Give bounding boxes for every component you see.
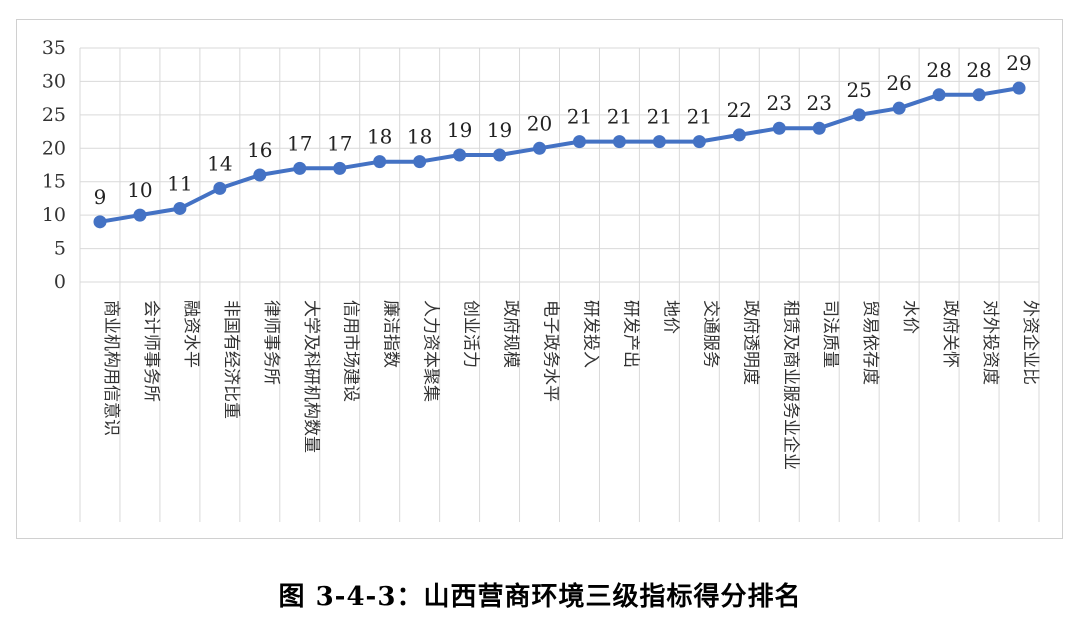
series-line [98,86,1021,224]
data-point [572,135,586,149]
x-tick-label: 租赁及商业服务业企业 [780,300,800,470]
x-tick-label: 创业活力 [461,300,481,368]
data-point [293,161,307,175]
x-tick-label: 大学及科研机构数量 [301,300,321,453]
data-label: 9 [94,185,107,209]
data-point [652,135,666,149]
data-label: 18 [407,125,432,149]
data-label: 19 [447,118,472,142]
y-tick-label: 20 [42,137,66,159]
x-tick-label: 研发产出 [620,300,640,368]
data-point [932,88,946,102]
data-point [732,128,746,142]
y-tick-label: 5 [54,238,66,260]
x-tick-label: 司法质量 [820,300,840,368]
data-label: 21 [567,105,592,129]
x-tick-label: 非国有经济比重 [221,300,241,419]
data-point [972,88,986,102]
data-point [533,141,547,155]
data-point [1012,81,1026,95]
data-label: 21 [647,105,672,129]
data-label: 22 [727,98,752,122]
x-tick-label: 政府透明度 [740,300,760,385]
data-label: 23 [807,91,832,115]
data-point [413,155,427,169]
data-point [213,181,227,195]
data-label: 23 [767,91,792,115]
data-point [173,201,187,215]
y-tick-label: 10 [42,204,66,226]
data-label: 10 [127,178,152,202]
x-tick-label: 外资企业比 [1020,300,1040,385]
x-tick-label: 交通服务 [700,300,720,368]
data-label: 25 [846,78,871,102]
data-point [93,215,107,229]
data-point [453,148,467,162]
y-tick-label: 30 [42,70,66,92]
data-point [812,121,826,135]
data-point [612,135,626,149]
figure-caption: 图 3-4-3：山西营商环境三级指标得分排名 [278,582,802,612]
data-label: 21 [687,105,712,129]
x-tick-label: 会计师事务所 [141,300,161,402]
data-label: 16 [247,138,272,162]
y-tick-label: 35 [42,37,66,59]
x-tick-label: 水价 [900,300,920,334]
data-label: 11 [167,171,192,195]
x-tick-label: 研发投入 [580,300,600,368]
x-tick-label: 廉洁指数 [381,300,401,368]
data-label: 28 [926,58,951,82]
x-tick-label: 政府规模 [501,300,521,368]
x-tick-label: 融资水平 [181,300,201,368]
data-point [373,155,387,169]
data-label: 18 [367,125,392,149]
x-tick-label: 对外投资度 [980,300,1000,385]
data-label: 26 [886,71,911,95]
data-label: 20 [527,111,552,135]
x-tick-label: 商业机构用信意识 [101,300,121,436]
data-point [133,208,147,222]
data-point [892,101,906,115]
data-label: 14 [207,151,232,175]
data-label: 17 [287,131,312,155]
data-point [493,148,507,162]
x-tick-label: 电子政务水平 [541,300,561,402]
data-point [852,108,866,122]
data-label: 21 [607,105,632,129]
data-label: 17 [327,131,352,155]
y-tick-label: 25 [42,104,66,126]
y-tick-label: 15 [42,171,66,193]
data-label: 19 [487,118,512,142]
x-tick-label: 政府关怀 [940,300,960,368]
data-point [253,168,267,182]
data-label: 29 [1006,51,1031,75]
x-tick-label: 贸易依存度 [860,300,880,385]
chart-frame [16,19,1063,539]
x-tick-label: 地价 [660,300,680,334]
data-point [772,121,786,135]
y-tick-label: 0 [54,271,66,293]
x-tick-label: 信用市场建设 [341,300,361,402]
x-tick-label: 律师事务所 [261,300,281,385]
line-chart: 0 5 10 15 20 25 30 35 9 10 11 14 16 17 17 18 18 19 19 20 21 2… [42,37,1040,522]
data-label: 28 [966,58,991,82]
x-tick-label: 人力资本聚集 [421,300,441,402]
data-point [333,161,347,175]
data-point [692,135,706,149]
